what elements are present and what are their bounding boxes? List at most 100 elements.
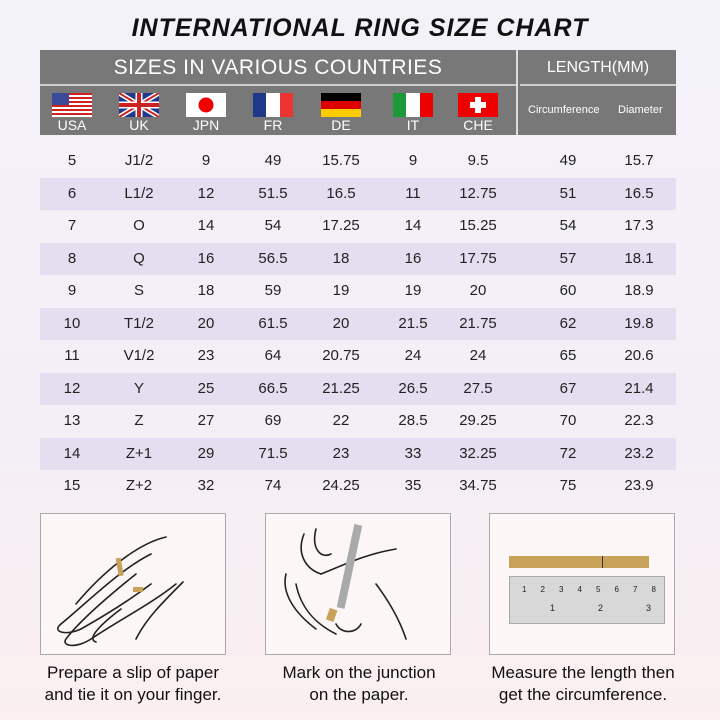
country-uk: UK (109, 91, 169, 133)
length-label: LENGTH(MM) (520, 50, 676, 86)
germany-flag-icon (321, 93, 361, 117)
table-row: 13 Z 27 69 22 28.5 29.25 70 22.3 (40, 405, 676, 438)
ruler-cm-label: 6 (614, 585, 619, 594)
table-cell: 12 (63, 379, 81, 397)
table-row: 7 O 14 54 17.25 14 15.25 54 17.3 (40, 210, 676, 243)
table-cell: 28.5 (398, 412, 428, 429)
uk-flag-icon (119, 93, 159, 117)
caption-line: get the circumference. (498, 685, 668, 704)
table-cell: 32.25 (459, 444, 497, 462)
table-cell: 27 (197, 412, 215, 429)
table-row: 14 Z+1 29 71.5 23 33 32.25 72 23.2 (40, 437, 676, 470)
table-cell: 22.3 (624, 412, 654, 429)
us-flag-icon (52, 93, 92, 117)
table-cell: 51 (559, 184, 577, 202)
table-cell: 27.5 (463, 379, 493, 397)
table-cell: 16.5 (624, 184, 654, 202)
table-cell: Z+2 (125, 477, 153, 494)
ruler-inch-label: 3 (646, 603, 652, 613)
country-code: UK (129, 117, 149, 133)
table-cell: 24 (404, 347, 422, 364)
table-cell: 10 (63, 314, 81, 332)
table-row: 10 T1/2 20 61.5 20 21.5 21.75 62 19.8 (40, 307, 676, 340)
table-cell: 15.75 (322, 152, 360, 169)
table-cell: 18 (197, 282, 215, 299)
table-cell: 9 (408, 152, 418, 169)
ruler-cm-label: 2 (540, 585, 545, 594)
table-row: 11 V1/2 23 64 20.75 24 24 65 20.6 (40, 340, 676, 373)
caption-line: Mark on the junction (282, 663, 436, 682)
table-row: 15 Z+2 32 74 24.25 35 34.75 75 23.9 (40, 470, 676, 503)
japan-flag-icon (186, 93, 226, 117)
table-cell: 69 (264, 412, 282, 429)
table-cell: 57 (559, 249, 577, 267)
table-row: 12 Y 25 66.5 21.25 26.5 27.5 67 21.4 (40, 372, 676, 405)
table-cell: L1/2 (124, 184, 154, 202)
table-cell: 20.75 (322, 347, 360, 364)
table-cell: 12 (197, 184, 215, 202)
table-cell: 54 (559, 217, 577, 234)
table-cell: 20.6 (624, 347, 654, 364)
ruler-inch-label: 2 (598, 603, 604, 613)
table-cell: S (133, 282, 144, 299)
country-jpn: JPN (176, 91, 236, 133)
page-title: INTERNATIONAL RING SIZE CHART (131, 14, 589, 42)
table-cell: 20 (332, 314, 350, 332)
table-cell: 17.3 (624, 217, 654, 234)
table-cell: O (133, 217, 145, 234)
table-row: 8 Q 16 56.5 18 16 17.75 57 18.1 (40, 242, 676, 275)
ruler-cm-label: 8 (651, 585, 656, 594)
france-flag-icon (253, 93, 293, 117)
table-cell: 20 (197, 314, 215, 332)
table-cell: 24 (469, 347, 487, 364)
table-cell: V1/2 (123, 347, 155, 364)
table-cell: T1/2 (123, 314, 154, 332)
table-cell: 5 (67, 152, 77, 169)
table-cell: 21.25 (322, 379, 360, 397)
countries-header: SIZES IN VARIOUS COUNTRIES (40, 50, 518, 135)
table-cell: 17.75 (459, 249, 497, 267)
table-cell: 19 (332, 282, 350, 299)
table-cell: 18 (332, 249, 350, 267)
table-cell: 14 (404, 217, 422, 234)
country-fr: FR (243, 91, 303, 133)
step-3-caption: Measure the length then get the circumfer… (463, 662, 703, 706)
table-cell: 67 (559, 379, 577, 397)
table-row: 6 L1/2 12 51.5 16.5 11 12.75 51 16.5 (40, 177, 676, 210)
table-cell: Z+1 (125, 444, 153, 462)
table-cell: Q (133, 249, 145, 267)
table-row: 9 S 18 59 19 19 20 60 18.9 (40, 275, 676, 308)
caption-line: on the paper. (309, 685, 409, 704)
country-de: DE (311, 91, 371, 133)
table-cell: 18.1 (624, 249, 654, 267)
table-cell: 20 (469, 282, 487, 299)
table-cell: 25 (197, 379, 215, 397)
table-row: 5 J1/2 9 49 15.75 9 9.5 49 15.7 (40, 145, 676, 178)
table-cell: 35 (404, 477, 422, 494)
table-cell: 61.5 (258, 314, 288, 332)
table-cell: 59 (264, 282, 282, 299)
table-cell: 12.75 (459, 184, 497, 202)
table-cell: 17.25 (322, 217, 360, 234)
step-2-illustration (265, 513, 451, 655)
table-cell: 11 (405, 184, 421, 202)
diameter-label: Diameter (618, 104, 663, 116)
country-che: CHE (448, 91, 508, 133)
table-cell: 71.5 (258, 444, 288, 462)
country-code: CHE (463, 117, 493, 133)
table-cell: 32 (197, 477, 215, 494)
countries-label: SIZES IN VARIOUS COUNTRIES (40, 50, 516, 86)
table-cell: 15.25 (459, 217, 497, 234)
table-cell: 15.7 (624, 152, 654, 169)
table-cell: 23 (197, 347, 215, 364)
table-cell: 64 (264, 347, 282, 364)
table-cell: 22 (332, 412, 350, 429)
table-cell: 29.25 (459, 412, 497, 429)
caption-line: and tie it on your finger. (44, 685, 222, 704)
table-cell: 7 (67, 217, 77, 234)
ruler-cm-label: 3 (559, 585, 564, 594)
table-cell: 9.5 (467, 152, 489, 169)
table-cell: 18.9 (624, 282, 654, 299)
